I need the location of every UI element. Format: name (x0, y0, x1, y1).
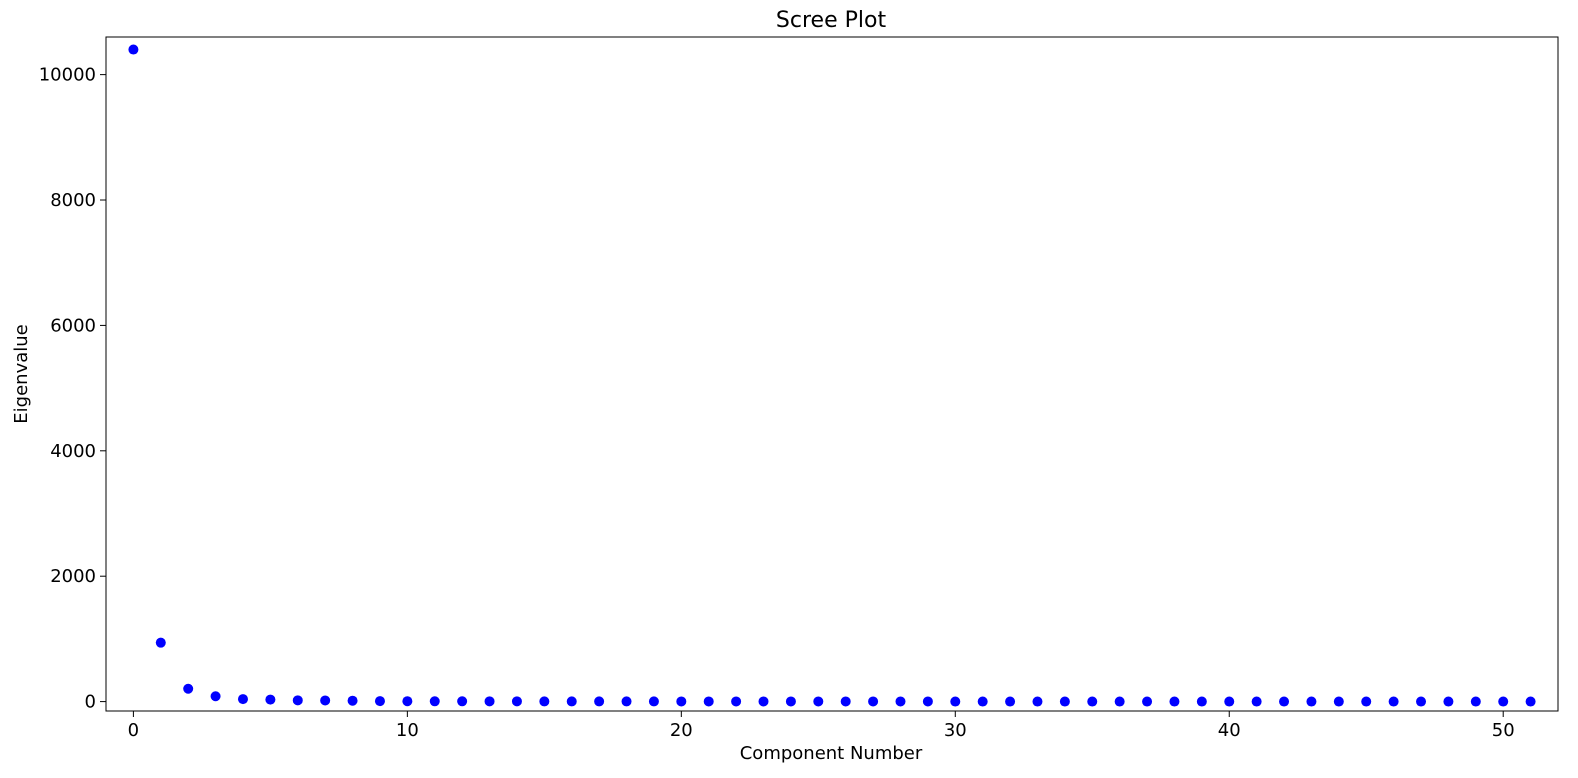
data-point-0-27 (868, 696, 879, 707)
data-point-0-9 (374, 696, 385, 707)
data-point-0-17 (594, 696, 605, 707)
data-point-0-21 (703, 696, 714, 707)
data-point-0-46 (1388, 696, 1399, 707)
plot-frame (105, 36, 1559, 712)
data-point-0-1 (155, 637, 166, 648)
data-point-0-12 (457, 696, 468, 707)
data-point-0-2 (183, 683, 194, 694)
y-tick-label-3: 6000 (50, 315, 96, 336)
data-point-0-37 (1142, 696, 1153, 707)
data-point-0-29 (922, 696, 933, 707)
data-point-0-19 (648, 696, 659, 707)
y-axis-label: Eigenvalue (11, 324, 32, 423)
y-tick-label-2: 4000 (50, 441, 96, 462)
data-point-0-25 (813, 696, 824, 707)
data-point-0-33 (1032, 696, 1043, 707)
data-point-0-44 (1333, 696, 1344, 707)
data-point-0-36 (1114, 696, 1125, 707)
y-tick-label-0: 0 (85, 692, 96, 713)
data-point-0-15 (539, 696, 550, 707)
y-tick-label-5: 10000 (39, 65, 96, 86)
data-point-0-4 (237, 694, 248, 705)
x-tick-label-3: 30 (944, 720, 967, 741)
data-point-0-26 (840, 696, 851, 707)
data-point-0-18 (621, 696, 632, 707)
data-point-0-45 (1361, 696, 1372, 707)
x-tick-label-2: 20 (670, 720, 693, 741)
data-point-0-43 (1306, 696, 1317, 707)
data-point-0-34 (1059, 696, 1070, 707)
data-point-0-11 (429, 696, 440, 707)
x-tick-label-5: 50 (1492, 720, 1515, 741)
data-points (128, 44, 1536, 707)
data-point-0-48 (1443, 696, 1454, 707)
y-tick-label-1: 2000 (50, 566, 96, 587)
chart-title: Scree Plot (776, 8, 887, 33)
x-tick-label-4: 40 (1218, 720, 1241, 741)
data-point-0-47 (1416, 696, 1427, 707)
data-point-0-14 (511, 696, 522, 707)
data-point-0-30 (950, 696, 961, 707)
x-axis-label: Component Number (740, 743, 923, 764)
x-tick-label-0: 0 (128, 720, 139, 741)
y-tick-label-4: 8000 (50, 190, 96, 211)
data-point-0-35 (1087, 696, 1098, 707)
data-point-0-28 (895, 696, 906, 707)
x-tick-label-1: 10 (396, 720, 419, 741)
data-point-0-8 (347, 695, 358, 706)
y-axis-ticks: 0 2000 4000 6000 8000 10000 (39, 65, 106, 713)
data-point-0-22 (731, 696, 742, 707)
x-axis-ticks: 0 10 20 30 40 50 (128, 711, 1515, 741)
data-point-0-49 (1470, 696, 1481, 707)
data-point-0-0 (128, 44, 139, 55)
data-point-0-32 (1005, 696, 1016, 707)
data-point-0-24 (785, 696, 796, 707)
data-point-0-10 (402, 696, 413, 707)
data-point-0-39 (1196, 696, 1207, 707)
data-point-0-5 (265, 694, 276, 705)
data-point-0-16 (566, 696, 577, 707)
data-point-0-3 (210, 691, 221, 702)
data-point-0-23 (758, 696, 769, 707)
data-point-0-20 (676, 696, 687, 707)
data-point-0-42 (1279, 696, 1290, 707)
data-point-0-31 (977, 696, 988, 707)
data-point-0-38 (1169, 696, 1180, 707)
data-point-0-41 (1251, 696, 1262, 707)
data-point-0-50 (1498, 696, 1509, 707)
data-point-0-51 (1525, 696, 1536, 707)
data-point-0-6 (292, 695, 303, 706)
data-point-0-40 (1224, 696, 1235, 707)
data-point-0-13 (484, 696, 495, 707)
data-point-0-7 (320, 695, 331, 706)
